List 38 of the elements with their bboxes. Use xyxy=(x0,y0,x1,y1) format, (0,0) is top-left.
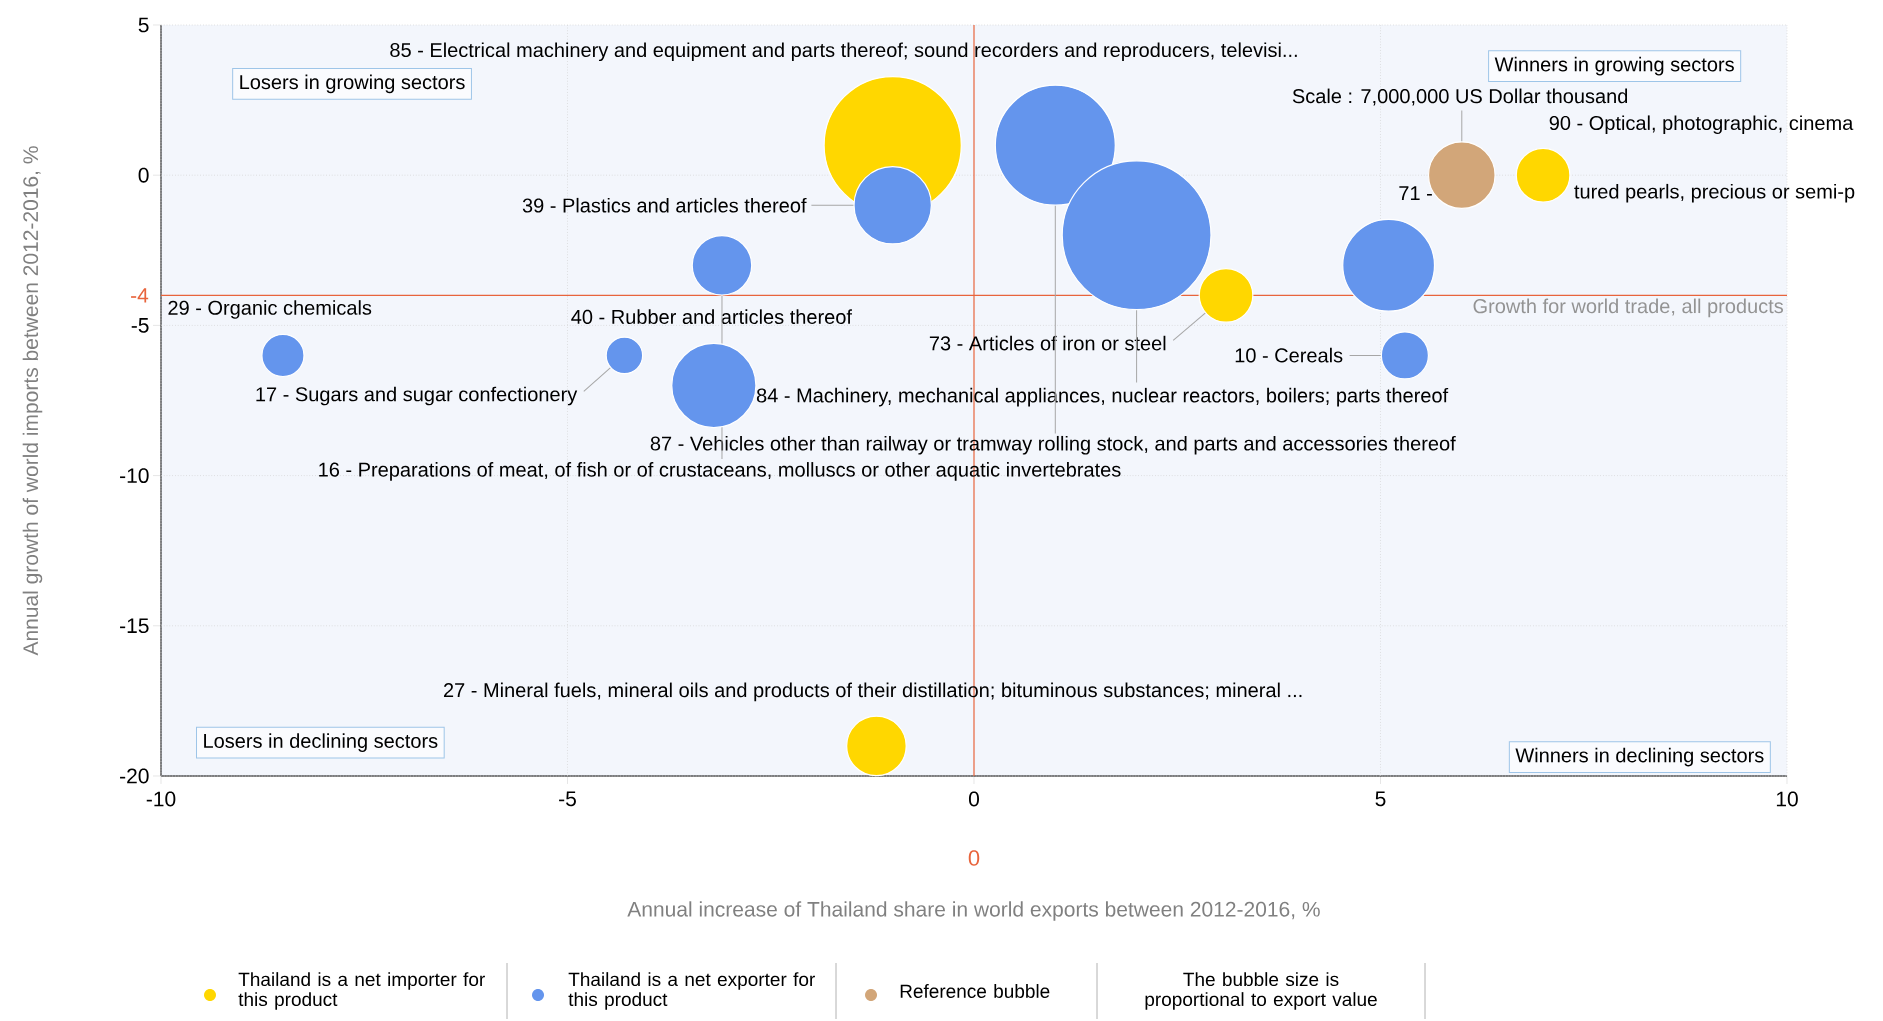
text: The bubble size is proportional to export value xyxy=(1145,972,1377,1010)
x-tick-label: 0 xyxy=(968,791,980,807)
annotation: 40 - Rubber and articles thereof xyxy=(571,309,853,325)
annotation: Winners in declining sectors xyxy=(1515,747,1764,767)
annotation: 16 - Preparations of meat, of fish or of crustaceans, molluscs or other aquatic invertebrates xyxy=(319,462,1121,481)
y-tick-label: 5 xyxy=(138,17,149,33)
legend-label: Thailand is a net exporter for this product xyxy=(568,972,815,1010)
annotation: 10 - Cereals xyxy=(1235,347,1343,363)
y-tick-label: -5 xyxy=(131,318,149,333)
x-tick-label: -5 xyxy=(559,791,576,807)
annotation: 84 - Machinery, mechanical appliances, nuclear reactors, boilers; parts thereof xyxy=(756,387,1449,407)
annotation: Winners in growing sectors xyxy=(1494,56,1734,76)
annotation: tured pearls, precious or semi-p xyxy=(1574,183,1855,203)
annotation: 90 - Optical, photographic, cinema xyxy=(1549,115,1854,135)
x-axis-title: Annual increase of Thailand share in world exports between 2012-2016, % xyxy=(627,901,1320,921)
annotation: Growth for world trade, all products xyxy=(1473,298,1784,318)
y-tick-label: -10 xyxy=(120,468,149,484)
annotation: 73 - Articles of iron or steel xyxy=(929,335,1166,351)
annotation: 17 - Sugars and sugar confectionery xyxy=(256,386,578,406)
legend-label: Reference bubble xyxy=(900,984,1050,998)
y-tick-label: -20 xyxy=(120,768,149,784)
ref-line-label: -4 xyxy=(131,288,149,303)
y-axis-title: Annual growth of world imports between 2012-2016, % xyxy=(22,146,43,656)
annotation: 85 - Electrical machinery and equipment and parts thereof; sound recorders and reproducers, televisi... xyxy=(390,42,1297,62)
annotation: 39 - Plastics and articles thereof xyxy=(522,197,807,213)
x-tick-label: 10 xyxy=(1776,791,1798,807)
annotation: 71 - xyxy=(1399,186,1432,201)
legend-label: Thailand is a net importer for this product xyxy=(238,972,485,1010)
annotation: 29 - Organic chemicals xyxy=(168,300,372,319)
y-tick-label: 0 xyxy=(138,167,149,183)
x-tick-label: 5 xyxy=(1375,791,1386,807)
annotation: 87 - Vehicles other than railway or tramway rolling stock, and parts and accessories thereof xyxy=(650,435,1456,455)
annotation: Losers in declining sectors xyxy=(204,733,438,752)
y-tick-label: -15 xyxy=(120,618,149,634)
annotation: Losers in growing sectors xyxy=(240,74,465,94)
ref-line-label: 0 xyxy=(968,850,980,866)
annotation: 27 - Mineral fuels, mineral oils and products of their distillation; bituminous substances; mineral ... xyxy=(443,682,1302,702)
annotation: Scale : 7,000,000 US Dollar thousand xyxy=(1292,88,1628,106)
